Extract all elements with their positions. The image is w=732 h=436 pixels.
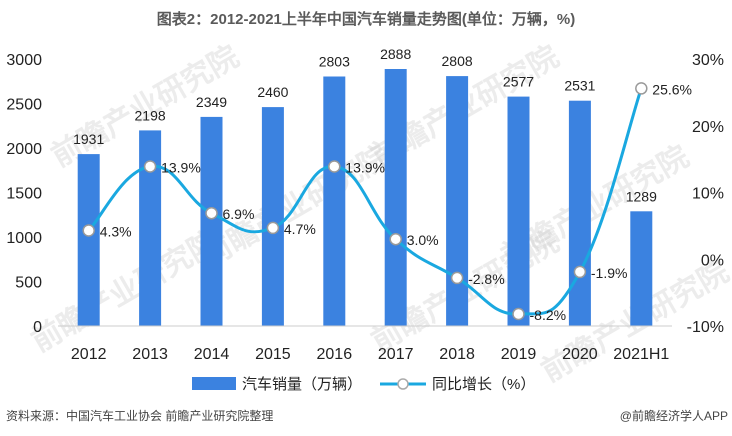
bar-value-label: 2888 [380, 46, 411, 62]
y-right-tick-label: 10% [692, 186, 724, 203]
x-tick-label: 2017 [378, 346, 414, 363]
line-series [82, 82, 648, 321]
y-right-tick-label: 30% [692, 52, 724, 69]
y-left-tick-label: 3000 [6, 52, 42, 69]
y-left-tick-label: 2000 [6, 141, 42, 158]
legend-bar-label: 汽车销量（万辆） [242, 376, 362, 393]
growth-value-label: 13.9% [345, 160, 385, 176]
y-left-tick-label: 2500 [6, 97, 42, 114]
growth-value-label: 6.9% [223, 206, 255, 222]
bar-2014 [200, 116, 223, 327]
bar-2017 [384, 69, 407, 326]
bar-2018 [446, 76, 469, 326]
bar-value-label: 2198 [135, 107, 166, 123]
source-note: 资料来源：中国汽车工业协会 前瞻产业研究院整理 [6, 408, 273, 423]
x-tick-label: 2019 [501, 346, 537, 363]
x-tick-label: 2014 [194, 346, 230, 363]
growth-point-2016 [328, 160, 341, 173]
x-tick-label: 2021H1 [613, 346, 669, 363]
y-right-tick-label: 0% [701, 252, 724, 269]
legend-line-marker [397, 378, 409, 390]
bar-2013 [139, 130, 162, 326]
growth-value-label: 3.0% [407, 232, 439, 248]
watermark-layer: 前瞻产业研究院前瞻产业研究院前瞻产业研究院前瞻产业研究院前瞻产业研究院前瞻产业研… [26, 39, 732, 388]
growth-value-label: 13.9% [161, 160, 201, 176]
growth-point-2018 [450, 271, 464, 285]
y-left-tick-label: 0 [33, 319, 42, 336]
bar-2019 [507, 96, 530, 326]
growth-point-2014 [205, 206, 218, 220]
y-left-tick-label: 1000 [6, 230, 42, 247]
data-labels: 1931 2198 2349 2460 2803 2888 2808 2577 2531 1289… [73, 46, 692, 323]
growth-value-label: -2.8% [468, 271, 505, 287]
growth-value-label: 4.3% [100, 224, 132, 240]
x-tick-label: 2018 [439, 346, 475, 363]
growth-value-label: 25.6% [652, 81, 692, 97]
x-tick-label: 2015 [255, 346, 291, 363]
growth-point-2012 [82, 224, 95, 237]
y-right-tick-label: 20% [692, 119, 724, 136]
bar-value-label: 2349 [196, 94, 227, 110]
bar-value-label: 1289 [626, 188, 657, 204]
legend-line-label: 同比增长（%） [432, 376, 535, 393]
bar-2021H1 [630, 211, 653, 326]
bar-2016 [323, 76, 346, 326]
growth-point-2017 [389, 232, 402, 246]
x-tick-label: 2013 [132, 346, 168, 363]
y-left-tick-label: 500 [15, 275, 42, 292]
watermark-text: 前瞻产业研究院 [26, 224, 225, 358]
bar-series [77, 69, 653, 327]
growth-value-label: 4.7% [284, 221, 316, 237]
growth-point-2019 [512, 307, 525, 321]
brand-credit: @前瞻经济学人APP [620, 408, 728, 423]
growth-line [87, 87, 643, 316]
bar-2012 [77, 154, 100, 326]
bar-value-label: 2531 [564, 78, 595, 94]
y-right-tick-label: -10% [687, 319, 724, 336]
bar-2015 [261, 107, 284, 326]
legend: 汽车销量（万辆） 同比增长（%） [192, 376, 535, 393]
growth-point-2013 [143, 160, 157, 173]
chart-title: 图表2：2012-2021上半年中国汽车销量走势图(单位：万辆，%) [157, 10, 575, 28]
axes: 050010001500200025003000-10%0%10%20%30%2… [6, 52, 724, 363]
y-left-tick-label: 1500 [6, 186, 42, 203]
bar-value-label: 2803 [319, 54, 350, 70]
growth-point-2021H1 [635, 82, 648, 95]
bar-value-label: 2460 [257, 84, 288, 100]
growth-value-label: -8.2% [530, 307, 567, 323]
growth-point-2015 [266, 221, 280, 235]
bar-2020 [568, 100, 591, 326]
bar-value-label: 2577 [503, 74, 534, 90]
x-tick-label: 2016 [317, 346, 353, 363]
bar-value-label: 1931 [73, 131, 104, 147]
growth-point-2020 [573, 265, 587, 279]
growth-value-label: -1.9% [591, 265, 628, 281]
bar-value-label: 2808 [442, 53, 473, 69]
legend-bar-swatch [192, 377, 236, 390]
x-tick-label: 2012 [71, 346, 107, 363]
x-tick-label: 2020 [562, 346, 598, 363]
